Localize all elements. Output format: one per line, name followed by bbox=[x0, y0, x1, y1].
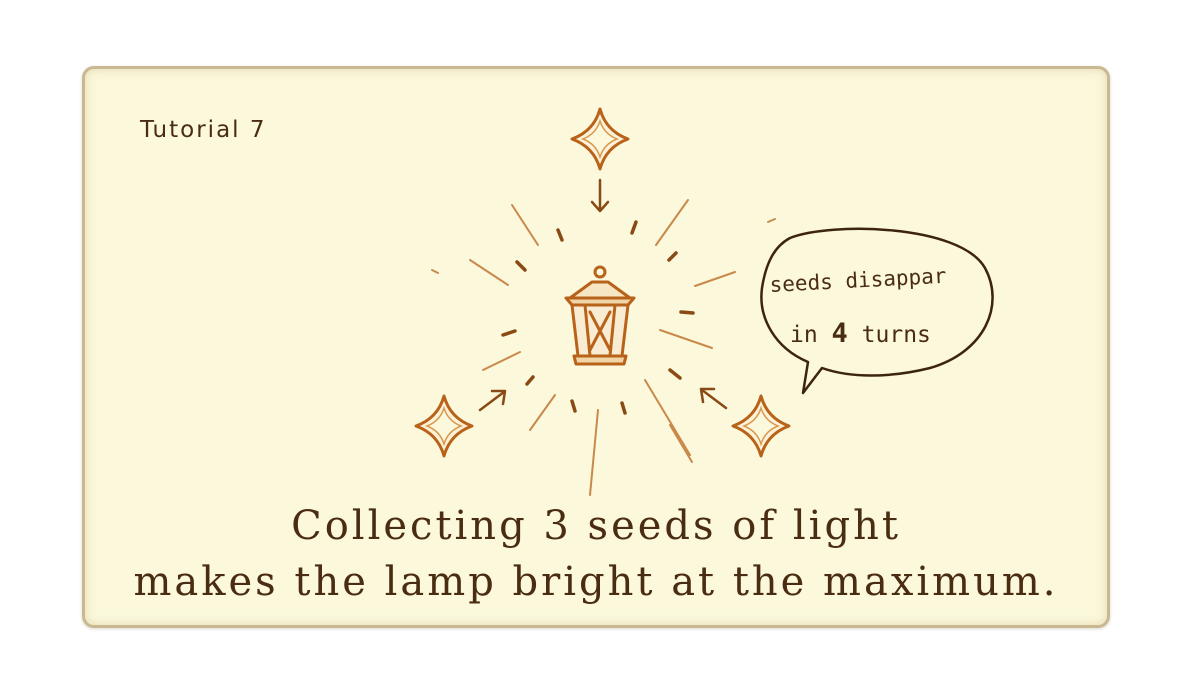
bubble-line-2-prefix: in bbox=[790, 322, 832, 348]
caption-line-1: Collecting 3 seeds of light bbox=[291, 503, 901, 549]
seed-of-light-icon bbox=[414, 394, 474, 458]
light-dashes bbox=[501, 220, 695, 415]
lantern-icon bbox=[564, 265, 636, 366]
bubble-line-2-suffix: turns bbox=[848, 322, 931, 348]
speech-bubble: seeds disappar in 4 turns bbox=[760, 227, 994, 395]
tutorial-label: Tutorial 7 bbox=[140, 117, 267, 143]
arrow-icon bbox=[478, 389, 507, 412]
seed-of-light-icon bbox=[731, 394, 791, 458]
seed-of-light-icon bbox=[570, 107, 630, 171]
bubble-line-2: in 4 turns bbox=[790, 318, 931, 349]
arrow-icon bbox=[590, 178, 610, 213]
light-rays bbox=[431, 199, 776, 496]
arrow-icon bbox=[699, 387, 728, 410]
bubble-turn-count: 4 bbox=[832, 318, 848, 349]
tutorial-caption: Collecting 3 seeds of light makes the la… bbox=[82, 498, 1110, 610]
caption-line-2: makes the lamp bright at the maximum. bbox=[133, 559, 1059, 605]
